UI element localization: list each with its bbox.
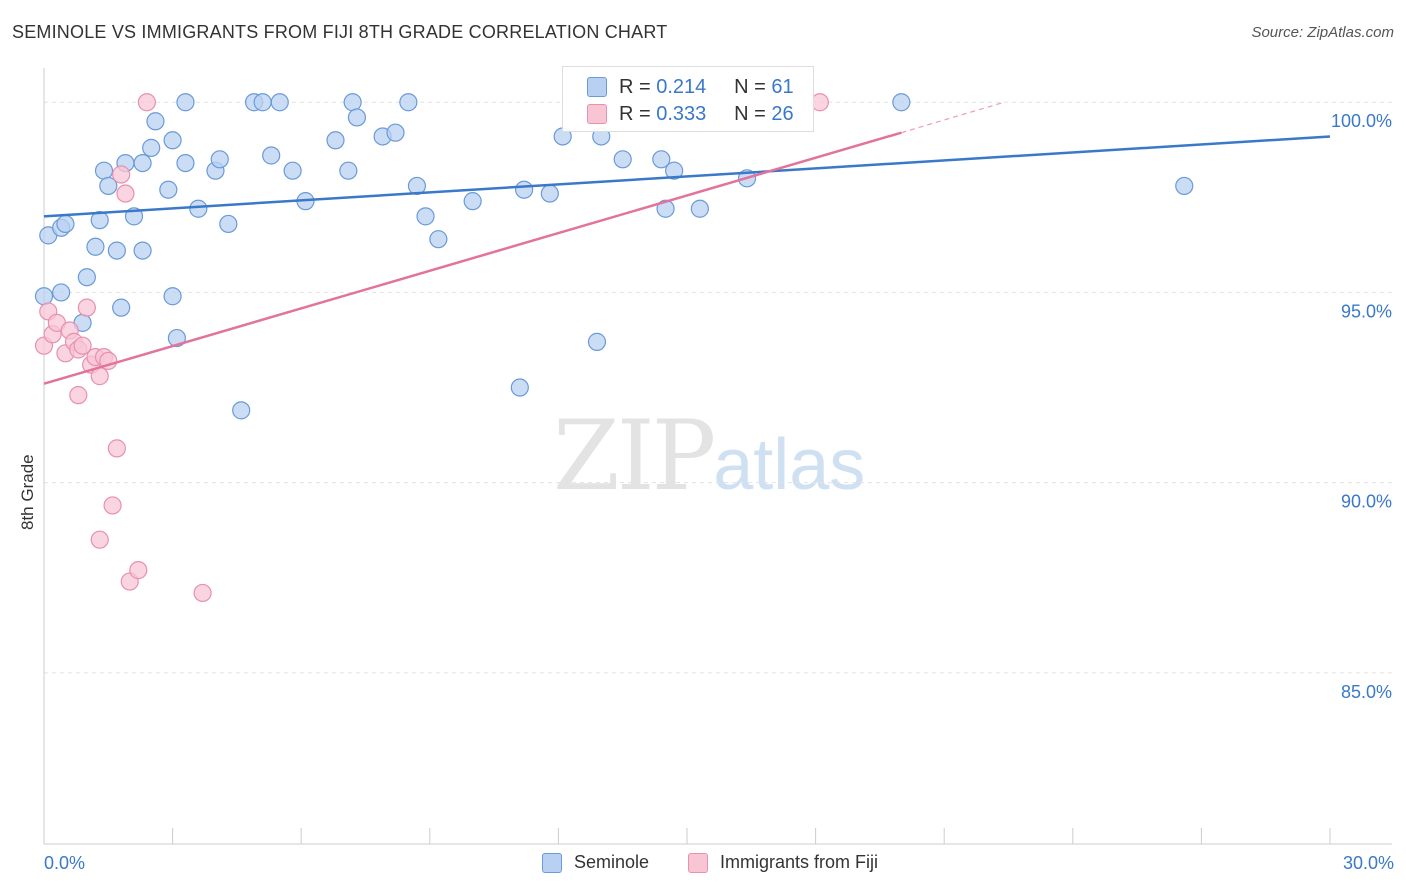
- y-axis-title: 8th Grade: [18, 454, 37, 530]
- point-seminole: [613, 150, 632, 169]
- point-seminole: [1175, 176, 1194, 196]
- point-seminole: [343, 93, 362, 112]
- y-tick-label: 90.0%: [1341, 492, 1392, 512]
- point-seminole: [86, 237, 105, 256]
- point-seminole: [665, 161, 684, 180]
- point-seminole: [656, 199, 675, 218]
- point-seminole: [34, 287, 54, 306]
- bottom-legend-label-seminole: Seminole: [574, 852, 650, 872]
- watermark: ZIPatlas: [553, 400, 865, 512]
- watermark-zip: ZIP: [553, 400, 716, 512]
- watermark-atlas: atlas: [713, 425, 866, 505]
- point-seminole: [892, 93, 911, 112]
- point-seminole: [52, 283, 71, 302]
- point-seminole: [232, 401, 251, 420]
- point-fiji: [193, 583, 212, 603]
- point-seminole: [429, 230, 448, 249]
- point-seminole: [386, 123, 405, 142]
- point-seminole: [56, 214, 75, 234]
- point-seminole: [94, 161, 114, 180]
- y-axis-title-wrap: 8th Grade: [18, 454, 38, 650]
- legend-n-label: N =: [734, 76, 766, 98]
- point-seminole: [210, 150, 229, 169]
- point-seminole: [176, 93, 195, 112]
- trend-line-fiji-extension: [901, 101, 1005, 134]
- point-fiji: [77, 298, 96, 317]
- point-seminole: [270, 93, 289, 112]
- bottom-legend-swatch-seminole: [542, 853, 562, 873]
- y-tick-label: 100.0%: [1331, 111, 1392, 131]
- axes: [43, 68, 1392, 845]
- point-seminole: [416, 207, 435, 226]
- legend-swatch-seminole: [587, 77, 607, 97]
- point-seminole: [399, 93, 418, 112]
- legend-box: R = 0.214 N = 61 R = 0.333 N = 26: [562, 66, 814, 132]
- point-fiji: [73, 336, 92, 355]
- point-seminole: [163, 287, 182, 306]
- point-seminole: [176, 153, 195, 173]
- legend-r-value-fiji: 0.333: [656, 103, 707, 125]
- point-seminole: [690, 199, 709, 218]
- trend-line-fiji: [43, 131, 902, 385]
- point-seminole: [146, 112, 165, 131]
- point-seminole: [99, 176, 118, 196]
- point-fiji: [129, 561, 148, 580]
- legend-r-label: R =: [619, 103, 651, 125]
- trend-line-seminole: [43, 135, 1331, 218]
- legend-n-value-fiji: 26: [771, 103, 794, 125]
- point-fiji: [103, 496, 122, 515]
- data-points: [34, 93, 1194, 603]
- point-fiji: [90, 530, 109, 549]
- point-fiji: [137, 93, 156, 112]
- point-fiji: [107, 439, 126, 458]
- tick-labels: 85.0% 90.0% 95.0% 100.0% 0.0% 30.0%: [44, 111, 1394, 873]
- point-seminole: [133, 241, 152, 260]
- point-seminole: [142, 138, 161, 157]
- legend-n-value-seminole: 61: [771, 76, 794, 98]
- point-seminole: [189, 199, 208, 218]
- point-seminole: [133, 153, 152, 173]
- point-seminole: [107, 241, 126, 260]
- point-seminole: [339, 161, 358, 180]
- point-seminole: [262, 146, 281, 165]
- point-seminole: [112, 298, 131, 317]
- point-fiji: [116, 184, 135, 203]
- point-seminole: [326, 131, 345, 150]
- point-seminole: [540, 184, 559, 203]
- point-seminole: [77, 268, 96, 287]
- point-seminole: [283, 161, 302, 180]
- legend-r-label: R =: [619, 76, 651, 98]
- point-seminole: [463, 192, 482, 211]
- source-label: Source: ZipAtlas.com: [1251, 24, 1394, 41]
- bottom-legend-swatch-fiji: [688, 853, 708, 873]
- point-seminole: [652, 150, 671, 169]
- legend-n-label: N =: [734, 103, 766, 125]
- trend-lines: [43, 101, 1331, 385]
- point-seminole: [510, 378, 529, 397]
- legend-swatch-fiji: [587, 104, 607, 124]
- y-tick-label: 85.0%: [1341, 682, 1392, 702]
- x-tick-label-min: 0.0%: [44, 853, 85, 873]
- legend-r-value-seminole: 0.214: [656, 76, 707, 98]
- point-fiji: [112, 165, 131, 184]
- point-seminole: [159, 180, 178, 199]
- chart-title: SEMINOLE VS IMMIGRANTS FROM FIJI 8TH GRA…: [12, 22, 668, 42]
- x-tick-label-max: 30.0%: [1343, 853, 1394, 873]
- y-tick-label: 95.0%: [1341, 301, 1392, 321]
- point-seminole: [587, 332, 607, 351]
- point-seminole: [163, 131, 182, 150]
- point-seminole: [219, 214, 238, 234]
- bottom-legend-label-fiji: Immigrants from Fiji: [720, 852, 879, 872]
- point-fiji: [69, 386, 88, 405]
- point-seminole: [347, 108, 367, 127]
- point-seminole: [253, 93, 272, 112]
- point-seminole: [515, 180, 534, 199]
